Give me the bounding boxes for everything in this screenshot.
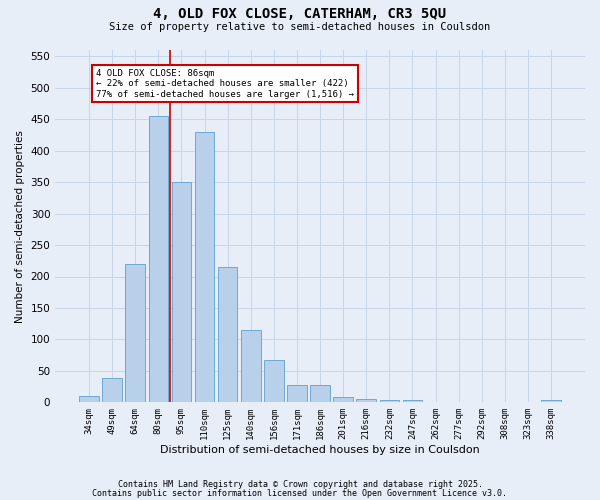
Bar	[541, 400, 561, 402]
Bar	[241, 330, 260, 402]
Bar	[172, 182, 191, 402]
Text: 4 OLD FOX CLOSE: 86sqm
← 22% of semi-detached houses are smaller (422)
77% of se: 4 OLD FOX CLOSE: 86sqm ← 22% of semi-det…	[96, 69, 354, 98]
Bar	[195, 132, 214, 402]
Y-axis label: Number of semi-detached properties: Number of semi-detached properties	[15, 130, 25, 322]
Bar	[334, 396, 353, 402]
Bar	[79, 396, 99, 402]
Bar	[103, 378, 122, 402]
Text: Size of property relative to semi-detached houses in Coulsdon: Size of property relative to semi-detach…	[109, 22, 491, 32]
Text: Contains public sector information licensed under the Open Government Licence v3: Contains public sector information licen…	[92, 488, 508, 498]
Bar	[310, 386, 330, 402]
Bar	[356, 399, 376, 402]
Bar	[264, 360, 284, 403]
Bar	[380, 400, 399, 402]
Text: 4, OLD FOX CLOSE, CATERHAM, CR3 5QU: 4, OLD FOX CLOSE, CATERHAM, CR3 5QU	[154, 8, 446, 22]
Bar	[125, 264, 145, 402]
Bar	[403, 400, 422, 402]
Bar	[149, 116, 168, 403]
Bar	[287, 386, 307, 402]
Bar	[218, 267, 238, 402]
Text: Contains HM Land Registry data © Crown copyright and database right 2025.: Contains HM Land Registry data © Crown c…	[118, 480, 482, 489]
X-axis label: Distribution of semi-detached houses by size in Coulsdon: Distribution of semi-detached houses by …	[160, 445, 480, 455]
